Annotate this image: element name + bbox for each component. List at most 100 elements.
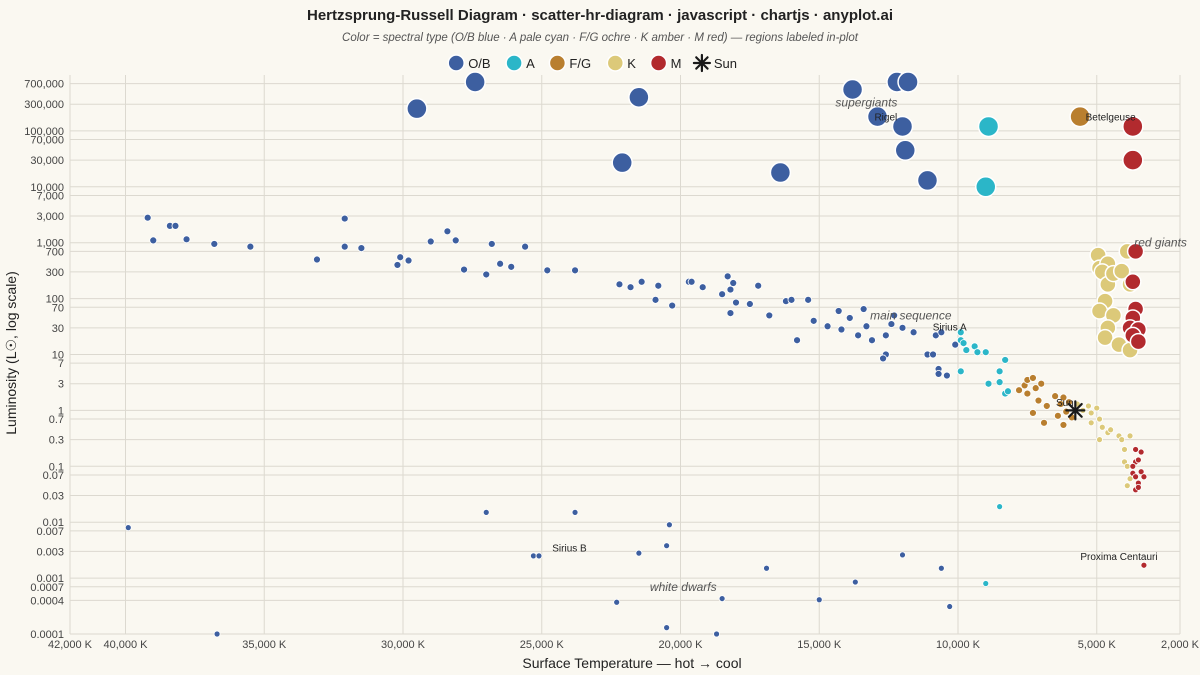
y-tick-label: 300: [46, 267, 64, 279]
data-point: [182, 235, 191, 244]
y-tick-label: 30: [52, 323, 64, 335]
data-point: [340, 214, 349, 223]
data-point: [615, 280, 624, 289]
series-f-g: [1015, 105, 1091, 429]
legend-swatch: [606, 54, 625, 72]
data-point: [507, 262, 516, 271]
data-point: [823, 322, 832, 331]
y-tick-label: 0.7: [49, 414, 64, 426]
series-a: [956, 115, 1012, 587]
data-point: [973, 348, 982, 357]
legend-label: O/B: [468, 56, 490, 71]
legend-label: K: [627, 56, 636, 71]
legend-item-f-g[interactable]: F/G: [548, 54, 591, 72]
data-point: [1085, 402, 1092, 410]
series-m: [1121, 115, 1148, 569]
legend-item-m[interactable]: M: [649, 54, 682, 72]
data-point: [464, 71, 486, 93]
region-label: main sequence: [870, 308, 952, 322]
data-point: [543, 266, 552, 275]
y-tick-label: 0.003: [36, 546, 64, 558]
data-point: [866, 105, 889, 128]
data-point: [1015, 386, 1023, 395]
star-annotations: Rigel Betelgeuse Sirius A Sun Sirius B Proxim…: [552, 113, 1157, 563]
star-label: Sun: [1056, 398, 1074, 409]
x-tick-label: 40,000 K: [103, 639, 148, 651]
data-point: [496, 259, 505, 268]
data-point: [1031, 384, 1040, 393]
data-point: [937, 328, 946, 337]
y-tick-label: 7: [58, 358, 64, 370]
data-point: [1042, 402, 1051, 410]
data-point: [406, 97, 428, 120]
y-axis-ticks: 700,000300,000100,00070,00030,00010,0007…: [24, 79, 64, 641]
legend-swatch: [649, 54, 668, 72]
x-tick-label: 10,000 K: [936, 639, 981, 651]
data-point: [1123, 482, 1131, 490]
data-point: [1129, 462, 1137, 470]
data-point: [651, 295, 660, 304]
data-point: [726, 285, 735, 294]
data-point: [1140, 561, 1148, 569]
star-label: Sirius B: [552, 544, 587, 555]
data-point: [1087, 419, 1095, 427]
region-labels: supergiants main sequence red giants white …: [650, 96, 1187, 594]
data-point: [1096, 415, 1103, 423]
sun-marker: [1065, 400, 1086, 421]
data-point: [765, 311, 774, 320]
data-point: [1123, 462, 1131, 470]
data-point: [732, 298, 740, 307]
data-point: [396, 253, 405, 262]
legend[interactable]: O/B A F/G K M Sun: [447, 53, 737, 73]
grid: [69, 75, 1181, 635]
legend-item-o-b[interactable]: O/B: [447, 54, 491, 72]
legend-item-sun[interactable]: Sun: [692, 53, 737, 73]
y-tick-label: 7,000: [36, 190, 64, 202]
data-point: [213, 630, 221, 638]
data-point: [487, 240, 496, 248]
data-point: [726, 309, 735, 318]
region-label: white dwarfs: [650, 580, 717, 594]
legend-label: A: [526, 56, 535, 71]
data-point: [1001, 356, 1010, 364]
data-point: [899, 551, 906, 559]
legend-item-a[interactable]: A: [505, 54, 535, 72]
data-point: [713, 630, 720, 638]
data-point: [687, 277, 696, 286]
data-point: [149, 236, 158, 245]
data-point: [357, 244, 366, 253]
data-point: [894, 139, 917, 162]
x-tick-label: 2,000 K: [1161, 639, 1200, 651]
y-tick-label: 0.0007: [30, 582, 64, 594]
data-point: [666, 521, 673, 529]
legend-item-k[interactable]: K: [606, 54, 636, 72]
data-point: [745, 300, 754, 308]
data-point: [340, 242, 349, 251]
y-tick-label: 10,000: [30, 182, 64, 194]
data-point: [890, 311, 899, 320]
y-tick-label: 100: [46, 294, 64, 306]
sun-ray: [1067, 402, 1083, 418]
x-tick-label: 42,000 K: [48, 639, 93, 651]
x-tick-label: 20,000 K: [658, 639, 703, 651]
data-point: [698, 283, 707, 292]
legend-swatch: [548, 54, 567, 72]
data-point: [962, 346, 971, 354]
data-point: [1134, 483, 1142, 491]
data-point: [1087, 409, 1095, 417]
x-tick-label: 5,000 K: [1078, 639, 1117, 651]
data-point: [897, 71, 919, 93]
data-point: [854, 331, 862, 340]
data-point: [1093, 404, 1101, 412]
y-tick-label: 0.007: [36, 526, 64, 538]
data-point: [881, 331, 890, 340]
data-point: [628, 86, 650, 108]
data-points: [124, 71, 1148, 638]
y-tick-label: 10: [52, 350, 64, 362]
data-point: [1096, 436, 1103, 444]
series-o-b: [124, 71, 960, 638]
data-point: [1004, 387, 1012, 396]
data-point: [1069, 105, 1091, 128]
data-point: [1059, 393, 1068, 402]
